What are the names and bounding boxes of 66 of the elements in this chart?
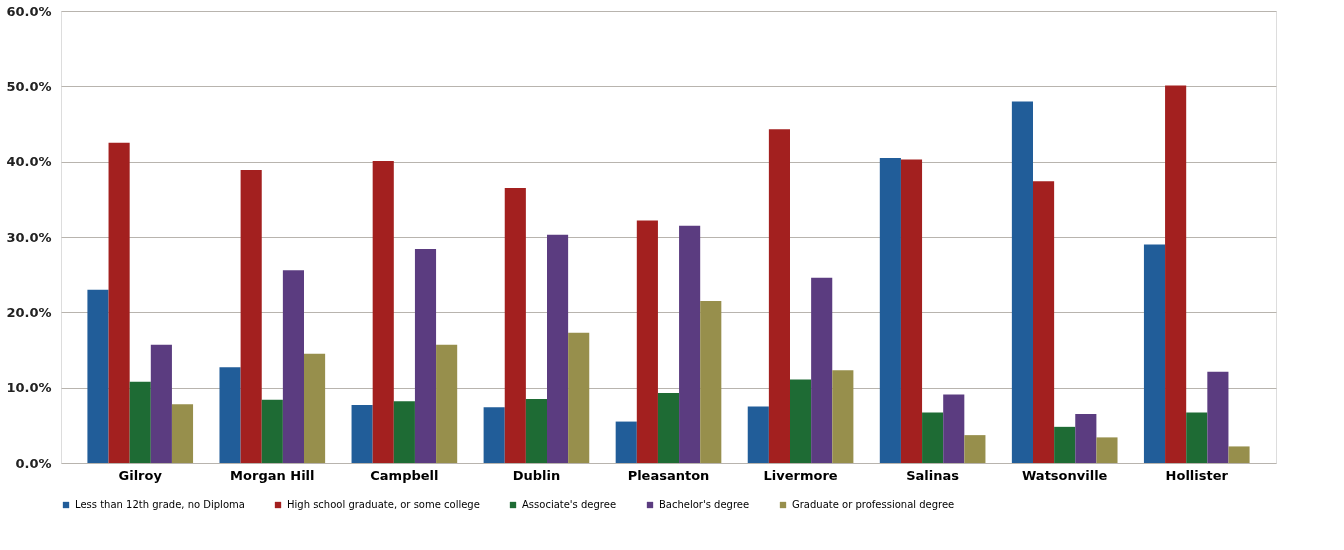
- bar: [1054, 426, 1076, 463]
- y-tick-label: 30.0%: [6, 229, 52, 245]
- bar: [615, 421, 637, 463]
- bar: [393, 401, 415, 463]
- bar: [1228, 446, 1250, 463]
- bar: [261, 399, 283, 463]
- bar: [1011, 101, 1033, 463]
- bar: [943, 394, 965, 463]
- legend-label: Associate's degree: [522, 499, 617, 510]
- bar: [900, 159, 923, 463]
- bar: [219, 367, 241, 463]
- bar: [657, 392, 680, 463]
- bar: [832, 370, 854, 463]
- bar: [304, 353, 326, 463]
- x-tick-label: Campbell: [370, 467, 439, 483]
- x-tick-label: Hollister: [1165, 467, 1229, 483]
- bar: [87, 289, 109, 463]
- bar: [351, 404, 373, 463]
- bar: [282, 270, 304, 463]
- bar: [150, 344, 172, 463]
- x-tick-label: Livermore: [763, 467, 838, 483]
- bar: [504, 188, 526, 463]
- bar: [525, 398, 547, 463]
- bar: [171, 404, 194, 463]
- legend-label: Less than 12th grade, no Diploma: [75, 499, 245, 510]
- x-tick-label: Gilroy: [118, 467, 163, 483]
- bar: [568, 332, 590, 463]
- bar: [547, 234, 569, 463]
- bar: [1033, 181, 1055, 463]
- x-tick-label: Watsonville: [1021, 467, 1108, 483]
- bar: [679, 225, 701, 463]
- y-tick-label: 0.0%: [15, 455, 52, 471]
- x-tick-label: Dublin: [512, 467, 561, 483]
- y-tick-label: 10.0%: [6, 380, 52, 396]
- bar: [1207, 371, 1229, 463]
- bar: [483, 407, 505, 463]
- y-tick-label: 50.0%: [6, 78, 52, 94]
- y-tick-label: 60.0%: [6, 3, 52, 19]
- bar: [768, 129, 790, 463]
- bar: [129, 381, 151, 463]
- bar: [636, 220, 658, 463]
- legend-label: Bachelor's degree: [659, 499, 750, 510]
- bar: [108, 142, 130, 463]
- legend-label: High school graduate, or some college: [287, 499, 480, 510]
- y-tick-label: 20.0%: [6, 304, 52, 320]
- x-tick-label: Pleasanton: [627, 467, 710, 483]
- bar: [1075, 414, 1097, 463]
- bar: [1096, 437, 1118, 463]
- bar: [372, 160, 394, 463]
- bar: [811, 277, 833, 463]
- bar: [922, 412, 944, 463]
- bar: [879, 157, 901, 463]
- bar: [747, 406, 769, 463]
- bar: [1186, 412, 1208, 463]
- bar: [240, 169, 262, 463]
- bar: [1165, 85, 1187, 463]
- bar: [436, 344, 458, 463]
- bar: [1143, 244, 1166, 463]
- y-tick-label: 40.0%: [6, 154, 52, 170]
- bar: [700, 301, 722, 463]
- legend-label: Graduate or professional degree: [792, 499, 955, 510]
- bar: [964, 435, 986, 463]
- bar: [414, 249, 437, 463]
- x-tick-label: Salinas: [906, 467, 960, 483]
- bar: [790, 379, 812, 463]
- x-tick-label: Morgan Hill: [230, 467, 315, 483]
